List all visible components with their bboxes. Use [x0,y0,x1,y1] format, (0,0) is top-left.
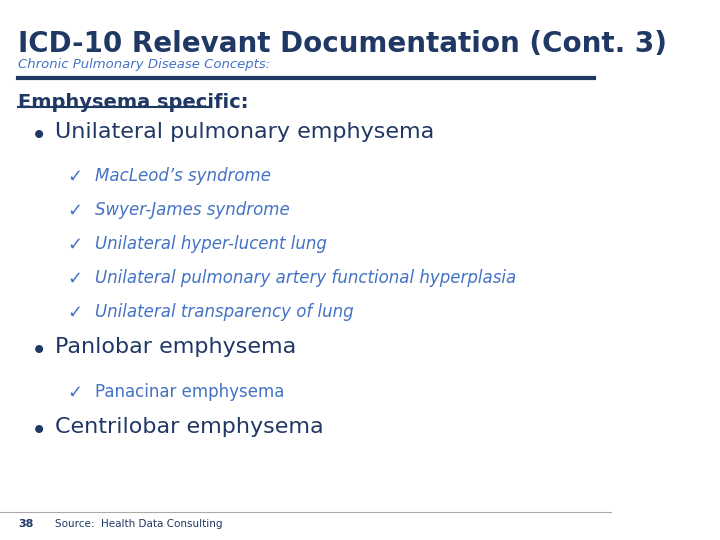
Text: Emphysema specific:: Emphysema specific: [19,93,249,112]
Text: Unilateral pulmonary artery functional hyperplasia: Unilateral pulmonary artery functional h… [95,269,516,287]
Text: ✓: ✓ [68,269,83,287]
Text: Unilateral transparency of lung: Unilateral transparency of lung [95,303,354,321]
Text: Source:  Health Data Consulting: Source: Health Data Consulting [55,519,222,530]
Text: Unilateral hyper-lucent lung: Unilateral hyper-lucent lung [95,235,327,253]
Text: ✓: ✓ [68,303,83,321]
Text: Chronic Pulmonary Disease Concepts:: Chronic Pulmonary Disease Concepts: [19,58,271,71]
Text: ✓: ✓ [68,235,83,253]
Text: •: • [31,338,47,366]
Text: ✓: ✓ [68,201,83,219]
Text: Unilateral pulmonary emphysema: Unilateral pulmonary emphysema [55,122,434,141]
Text: Swyer-James syndrome: Swyer-James syndrome [95,201,289,219]
Text: ✓: ✓ [68,167,83,185]
Text: •: • [31,417,47,446]
Text: MacLeod’s syndrome: MacLeod’s syndrome [95,167,271,185]
Text: Centrilobar emphysema: Centrilobar emphysema [55,417,324,437]
Text: •: • [31,122,47,150]
Text: Panlobar emphysema: Panlobar emphysema [55,338,297,357]
Text: 38: 38 [19,519,34,530]
Text: Panacinar emphysema: Panacinar emphysema [95,383,284,401]
Text: ✓: ✓ [68,383,83,401]
Text: ICD-10 Relevant Documentation (Cont. 3): ICD-10 Relevant Documentation (Cont. 3) [19,30,667,58]
